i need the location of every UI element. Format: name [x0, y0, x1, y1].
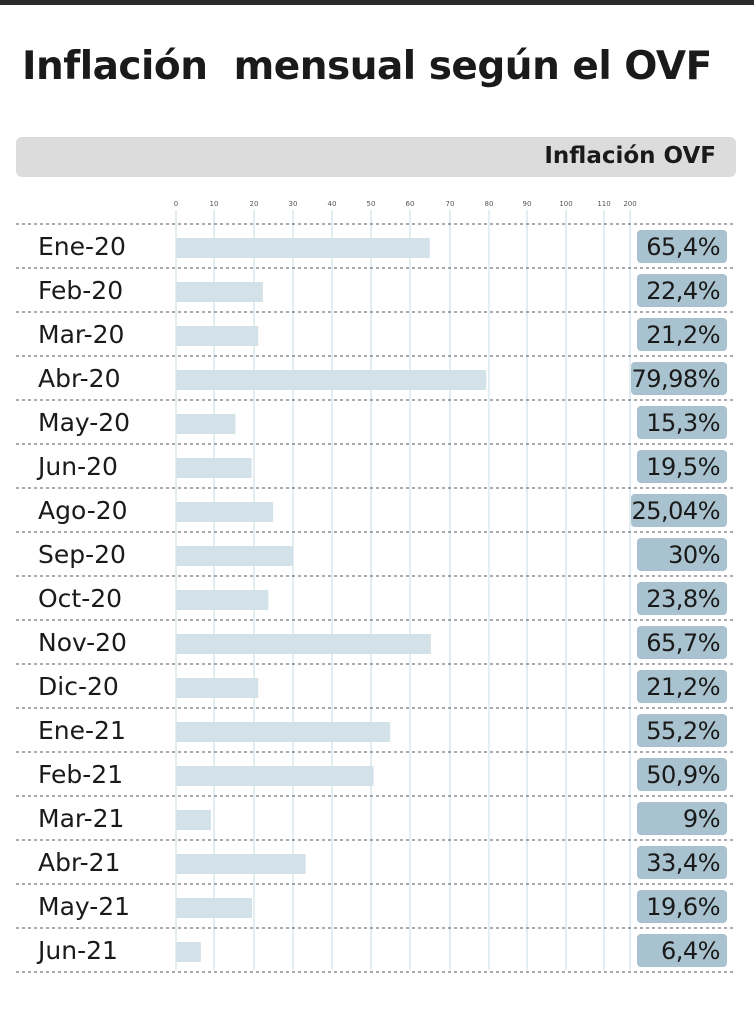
- category-label: Feb-20: [38, 276, 123, 305]
- bar: [176, 898, 253, 918]
- value-label: 25,04%: [631, 497, 720, 525]
- bar: [176, 370, 487, 390]
- bar: [176, 810, 211, 830]
- category-label: Nov-20: [38, 628, 127, 657]
- chart-title: Inflación mensual según el OVF: [22, 44, 712, 89]
- value-badge: [637, 802, 727, 835]
- x-tick-label: 110: [597, 200, 610, 208]
- value-badge: [637, 890, 727, 923]
- bar: [176, 722, 391, 742]
- value-label: 65,7%: [646, 629, 720, 657]
- value-badge: [637, 758, 727, 791]
- value-badge: [637, 318, 727, 351]
- category-label: May-20: [38, 408, 130, 437]
- value-label: 30%: [668, 541, 720, 569]
- bar: [176, 634, 431, 654]
- bar: [176, 414, 236, 434]
- x-tick-label: 50: [367, 200, 376, 208]
- value-badge: [631, 494, 727, 527]
- category-label: Ene-21: [38, 716, 126, 745]
- value-badge: [637, 274, 727, 307]
- value-badge: [637, 538, 727, 571]
- bar: [176, 942, 201, 962]
- value-label: 21,2%: [646, 321, 720, 349]
- category-label: Ene-20: [38, 232, 126, 261]
- x-tick-label: 80: [485, 200, 494, 208]
- bar: [176, 326, 259, 346]
- x-tick-label: 60: [406, 200, 415, 208]
- category-label: Dic-20: [38, 672, 119, 701]
- bar: [176, 282, 263, 302]
- value-label: 33,4%: [646, 849, 720, 877]
- bar: [176, 590, 269, 610]
- value-label: 19,6%: [646, 893, 720, 921]
- x-tick-label: 0: [174, 200, 178, 208]
- value-badge: [637, 626, 727, 659]
- category-label: Jun-21: [36, 936, 118, 965]
- value-label: 22,4%: [646, 277, 720, 305]
- value-badge: [637, 450, 727, 483]
- x-tick-label: 10: [210, 200, 219, 208]
- bar: [176, 766, 374, 786]
- category-label: Mar-20: [38, 320, 124, 349]
- value-label: 15,3%: [646, 409, 720, 437]
- bar: [176, 502, 274, 522]
- value-badge: [637, 406, 727, 439]
- x-tick-label: 90: [523, 200, 532, 208]
- value-badge: [637, 846, 727, 879]
- top-rule: [0, 0, 754, 5]
- value-label: 79,98%: [631, 365, 720, 393]
- value-label: 23,8%: [646, 585, 720, 613]
- value-badge: [637, 582, 727, 615]
- bar: [176, 238, 430, 258]
- value-badge: [637, 714, 727, 747]
- value-badge: [637, 934, 727, 967]
- bar: [176, 458, 252, 478]
- value-label: 65,4%: [646, 233, 720, 261]
- value-badge: [637, 230, 727, 263]
- category-label: Oct-20: [38, 584, 122, 613]
- value-badge: [631, 362, 727, 395]
- category-label: Abr-20: [38, 364, 120, 393]
- value-label: 6,4%: [661, 937, 720, 965]
- x-tick-label: 200: [623, 200, 636, 208]
- x-tick-label: 40: [328, 200, 337, 208]
- bar: [176, 854, 306, 874]
- value-badge: [637, 670, 727, 703]
- category-label: Abr-21: [38, 848, 120, 877]
- category-label: Ago-20: [38, 496, 128, 525]
- x-tick-label: 100: [559, 200, 572, 208]
- category-label: Feb-21: [38, 760, 123, 789]
- value-label: 21,2%: [646, 673, 720, 701]
- value-label: 19,5%: [646, 453, 720, 481]
- bar: [176, 678, 259, 698]
- value-label: 50,9%: [646, 761, 720, 789]
- bar: [176, 546, 293, 566]
- category-label: Mar-21: [38, 804, 124, 833]
- category-label: May-21: [38, 892, 130, 921]
- x-tick-label: 20: [250, 200, 259, 208]
- category-label: Jun-20: [36, 452, 118, 481]
- series-header-label: Inflación OVF: [544, 143, 716, 169]
- x-tick-label: 30: [289, 200, 298, 208]
- x-tick-label: 70: [446, 200, 455, 208]
- category-label: Sep-20: [38, 540, 126, 569]
- series-header-bar: Inflación OVF: [16, 137, 736, 177]
- value-label: 9%: [683, 805, 720, 833]
- value-label: 55,2%: [646, 717, 720, 745]
